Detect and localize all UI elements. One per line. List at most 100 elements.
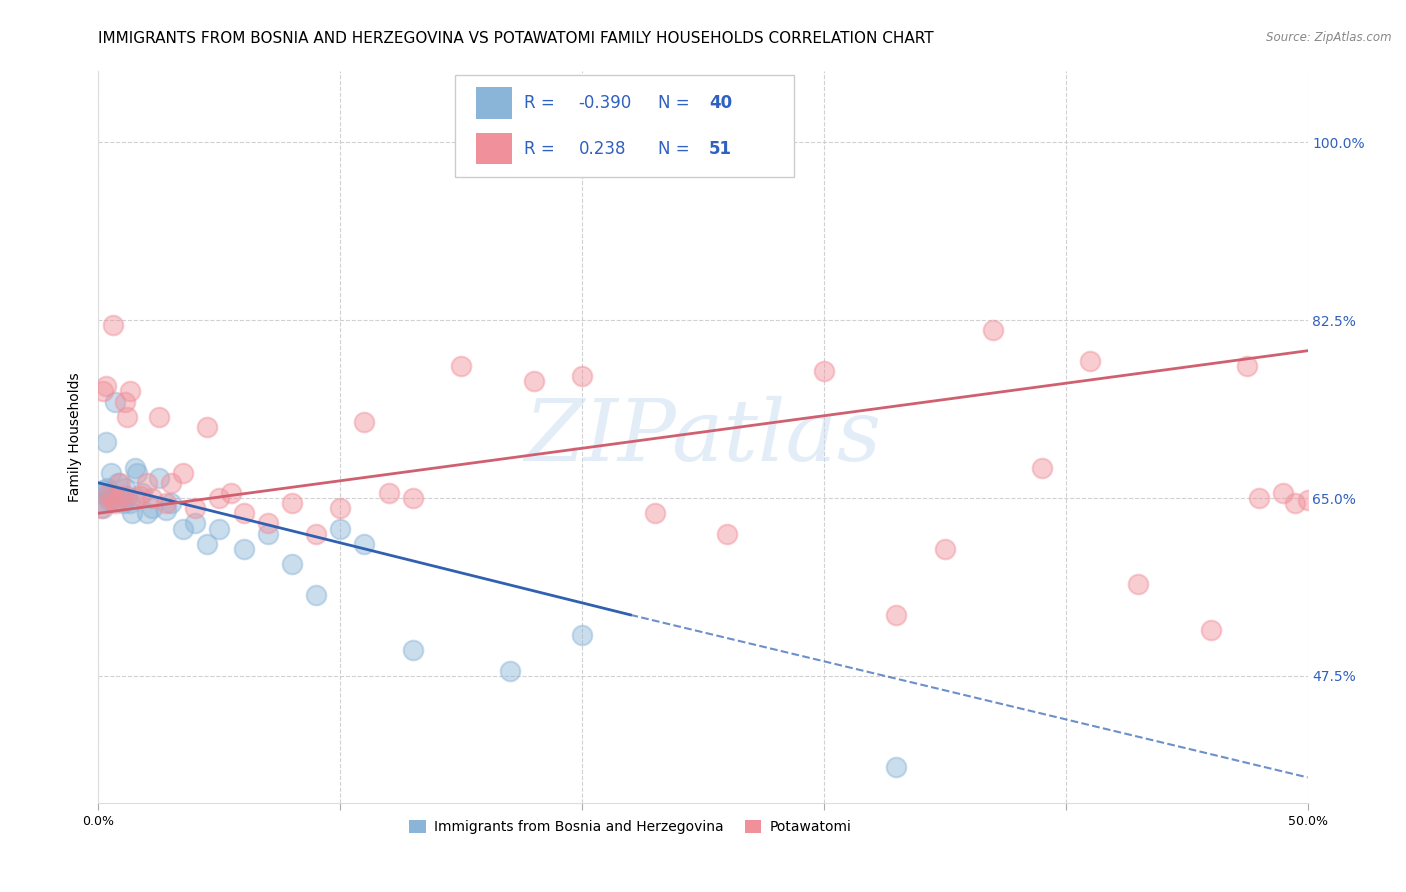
Point <box>172 521 194 535</box>
Point <box>117 409 139 424</box>
Point <box>114 394 136 409</box>
Point <box>94 435 117 450</box>
Point <box>208 491 231 505</box>
Point <box>1272 486 1295 500</box>
Point <box>571 628 593 642</box>
Point <box>141 491 163 505</box>
Point <box>135 475 157 490</box>
Point <box>118 496 141 510</box>
Point <box>571 369 593 384</box>
Point <box>94 379 117 393</box>
Text: R =: R = <box>524 140 565 158</box>
Point <box>98 493 121 508</box>
Point <box>148 409 170 424</box>
Point <box>353 537 375 551</box>
Point <box>97 489 120 503</box>
Bar <box>475 87 512 119</box>
Point <box>195 537 218 551</box>
Point <box>281 496 304 510</box>
Point <box>148 471 170 485</box>
Point <box>644 506 666 520</box>
Point <box>101 318 124 333</box>
Point <box>155 503 177 517</box>
Point <box>131 486 153 500</box>
Point <box>128 489 150 503</box>
Point <box>329 501 352 516</box>
Point <box>91 384 114 399</box>
Point <box>160 496 183 510</box>
Text: N =: N = <box>658 95 695 112</box>
Legend: Immigrants from Bosnia and Herzegovina, Potawatomi: Immigrants from Bosnia and Herzegovina, … <box>404 814 858 839</box>
Point <box>124 491 146 505</box>
Point <box>107 475 129 490</box>
Point <box>108 491 131 505</box>
Text: IMMIGRANTS FROM BOSNIA AND HERZEGOVINA VS POTAWATOMI FAMILY HOUSEHOLDS CORRELATI: IMMIGRANTS FROM BOSNIA AND HERZEGOVINA V… <box>98 31 934 46</box>
Point <box>1031 460 1053 475</box>
Text: 51: 51 <box>709 140 733 158</box>
Point <box>281 557 304 571</box>
Point <box>90 501 112 516</box>
Point <box>160 475 183 490</box>
Point <box>101 491 124 505</box>
Point <box>329 521 352 535</box>
Point <box>96 481 118 495</box>
Point <box>305 526 328 541</box>
Point <box>208 521 231 535</box>
Point <box>353 415 375 429</box>
Text: ZIPatlas: ZIPatlas <box>524 396 882 478</box>
Point <box>1284 496 1306 510</box>
Text: -0.390: -0.390 <box>578 95 631 112</box>
Point <box>886 760 908 774</box>
Point <box>91 486 114 500</box>
Point <box>108 475 131 490</box>
FancyBboxPatch shape <box>456 75 793 178</box>
Point <box>135 506 157 520</box>
Point <box>1296 493 1319 508</box>
Point <box>141 501 163 516</box>
Point <box>232 541 254 556</box>
Point <box>184 501 207 516</box>
Point <box>813 364 835 378</box>
Point <box>377 486 399 500</box>
Point <box>716 526 738 541</box>
Point <box>1249 491 1271 505</box>
Point <box>121 506 143 520</box>
Point <box>256 516 278 531</box>
Point <box>498 664 520 678</box>
Point <box>172 466 194 480</box>
Point <box>111 489 134 503</box>
Point <box>93 483 115 497</box>
Point <box>97 486 120 500</box>
Point <box>232 506 254 520</box>
Text: 40: 40 <box>709 95 733 112</box>
Point <box>981 323 1004 337</box>
Point <box>305 588 328 602</box>
Point <box>256 526 278 541</box>
Point <box>114 481 136 495</box>
Y-axis label: Family Households: Family Households <box>69 372 83 502</box>
Text: 0.238: 0.238 <box>578 140 626 158</box>
Point <box>1236 359 1258 373</box>
Point <box>104 394 127 409</box>
Point <box>195 420 218 434</box>
Text: R =: R = <box>524 95 560 112</box>
Point <box>111 496 134 510</box>
Point <box>221 486 243 500</box>
Point <box>1078 354 1101 368</box>
Point <box>1199 623 1222 637</box>
Point <box>100 491 122 505</box>
Point <box>117 489 139 503</box>
Point <box>1128 577 1150 591</box>
Point <box>107 493 129 508</box>
Point <box>184 516 207 531</box>
Point <box>523 374 546 388</box>
Point <box>90 496 112 510</box>
Point <box>402 491 425 505</box>
Point <box>934 541 956 556</box>
Point <box>155 496 177 510</box>
Text: Source: ZipAtlas.com: Source: ZipAtlas.com <box>1267 31 1392 45</box>
Point <box>402 643 425 657</box>
Point <box>118 384 141 399</box>
Point <box>127 466 149 480</box>
Text: N =: N = <box>658 140 695 158</box>
